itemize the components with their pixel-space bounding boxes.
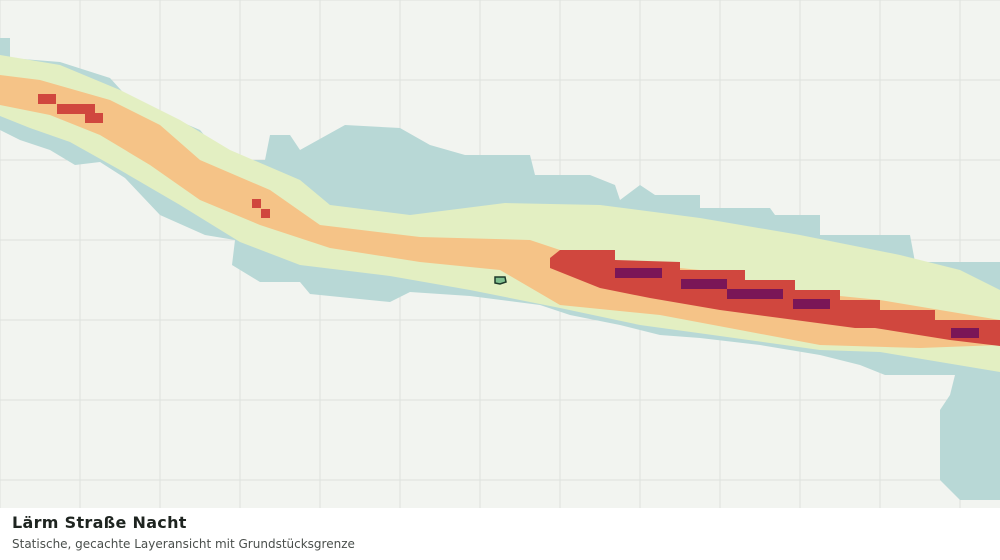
noise-cell-max — [727, 289, 783, 299]
noise-layer — [0, 38, 1000, 500]
noise-cell — [252, 199, 261, 208]
noise-cell-max — [951, 328, 979, 338]
noise-cell — [38, 94, 56, 104]
noise-cell — [261, 209, 270, 218]
noise-cell — [85, 113, 103, 123]
noise-cell — [57, 104, 95, 114]
caption-panel — [0, 508, 1000, 560]
map-title: Lärm Straße Nacht — [12, 513, 187, 532]
map-subtitle: Statische, gecachte Layeransicht mit Gru… — [12, 537, 355, 551]
noise-cell-max — [793, 299, 830, 309]
parcel-boundary[interactable] — [494, 276, 507, 285]
noise-cell-max — [615, 268, 662, 278]
noise-cell-max — [681, 279, 727, 289]
